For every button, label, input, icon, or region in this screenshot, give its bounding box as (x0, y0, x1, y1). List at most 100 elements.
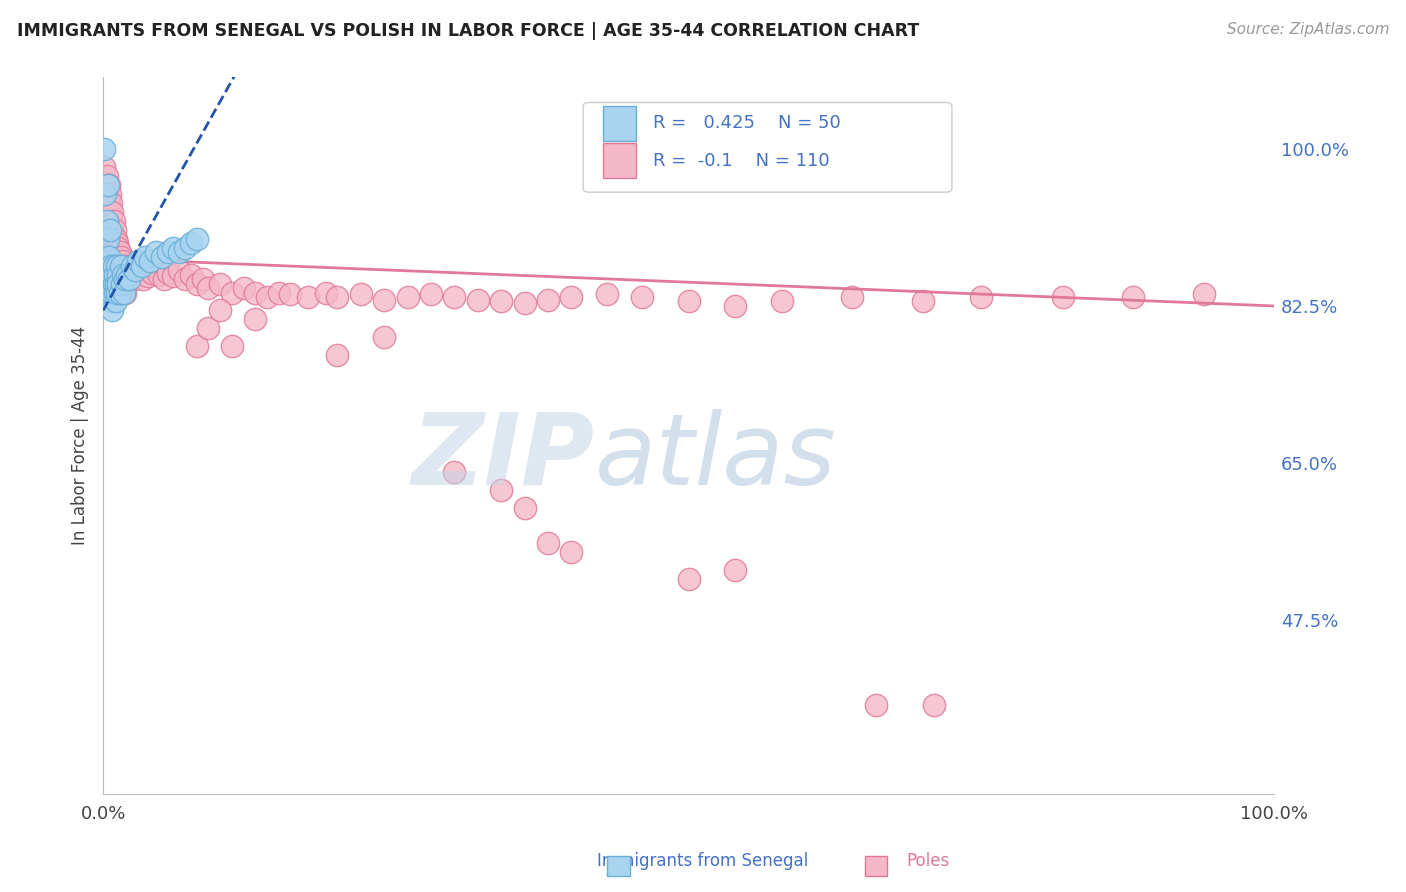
Point (129, 268, 152, 282)
Point (180, 268, 202, 282)
Point (111, 254, 134, 268)
Point (108, 245, 131, 260)
Point (724, 299, 747, 313)
Point (112, 263, 135, 277)
Point (93, 160, 115, 174)
Point (134, 263, 156, 277)
Point (98, 186, 121, 201)
Point (103, 250, 125, 264)
Point (110, 250, 132, 264)
Point (297, 290, 319, 304)
Point (98, 178, 121, 192)
Point (96, 169, 118, 183)
Point (396, 290, 419, 304)
Bar (603, 106, 636, 141)
Point (186, 277, 208, 291)
Point (100, 277, 122, 291)
Point (111, 277, 134, 291)
Point (139, 254, 162, 268)
Point (110, 259, 132, 273)
Point (911, 294, 934, 309)
Point (104, 285, 127, 300)
Point (245, 285, 267, 300)
Point (770, 294, 793, 309)
Point (103, 268, 125, 282)
Point (104, 241, 127, 255)
Point (105, 294, 128, 309)
Point (98, 285, 121, 300)
Text: R =  -0.1    N = 110: R = -0.1 N = 110 (654, 152, 830, 169)
Point (443, 290, 465, 304)
Point (97, 214, 120, 228)
Point (107, 277, 129, 291)
Point (139, 259, 162, 273)
Point (489, 294, 512, 309)
Point (100, 195, 122, 210)
Point (970, 290, 993, 304)
Point (107, 241, 129, 255)
Point (100, 214, 122, 228)
Point (537, 293, 560, 307)
Y-axis label: In Labor Force | Age 35-44: In Labor Force | Age 35-44 (72, 326, 89, 546)
Point (114, 272, 136, 286)
Point (141, 266, 163, 280)
Point (104, 277, 127, 291)
Point (105, 232, 128, 246)
Point (350, 287, 373, 301)
Point (121, 259, 143, 273)
Point (97, 178, 120, 192)
Text: IMMIGRANTS FROM SENEGAL VS POLISH IN LABOR FORCE | AGE 35-44 CORRELATION CHART: IMMIGRANTS FROM SENEGAL VS POLISH IN LAB… (17, 22, 920, 40)
Point (150, 250, 173, 264)
Point (110, 268, 132, 282)
Point (112, 259, 135, 273)
Point (232, 281, 254, 295)
Point (112, 277, 135, 291)
Point (108, 285, 131, 300)
Point (122, 272, 145, 286)
Point (98, 223, 121, 237)
Point (153, 272, 176, 286)
Point (1052, 290, 1074, 304)
Point (513, 500, 536, 515)
Point (221, 339, 243, 353)
Point (419, 287, 441, 301)
Point (114, 268, 136, 282)
Point (98, 232, 121, 246)
Point (101, 241, 124, 255)
Point (121, 259, 143, 273)
Point (112, 285, 135, 300)
Point (197, 281, 219, 295)
Point (115, 268, 138, 282)
Point (105, 277, 128, 291)
Point (180, 236, 202, 251)
Text: Immigrants from Senegal: Immigrants from Senegal (598, 852, 808, 870)
Point (97, 232, 120, 246)
Point (96, 186, 118, 201)
Point (105, 236, 128, 251)
Point (105, 250, 128, 264)
Point (103, 259, 125, 273)
Point (96, 214, 118, 228)
Point (103, 277, 125, 291)
Point (101, 205, 124, 219)
Point (724, 563, 747, 577)
Point (209, 303, 232, 318)
Point (186, 339, 208, 353)
Point (467, 293, 489, 307)
Point (118, 272, 141, 286)
Point (107, 268, 129, 282)
Point (101, 223, 124, 237)
Point (326, 290, 349, 304)
Point (97, 232, 120, 246)
Point (115, 259, 138, 273)
Point (96, 205, 118, 219)
Point (98, 268, 121, 282)
Point (107, 259, 129, 273)
Point (112, 281, 135, 295)
Point (132, 272, 155, 286)
Point (104, 223, 127, 237)
Point (841, 290, 863, 304)
Point (256, 290, 278, 304)
Point (443, 465, 465, 479)
Point (94, 178, 117, 192)
